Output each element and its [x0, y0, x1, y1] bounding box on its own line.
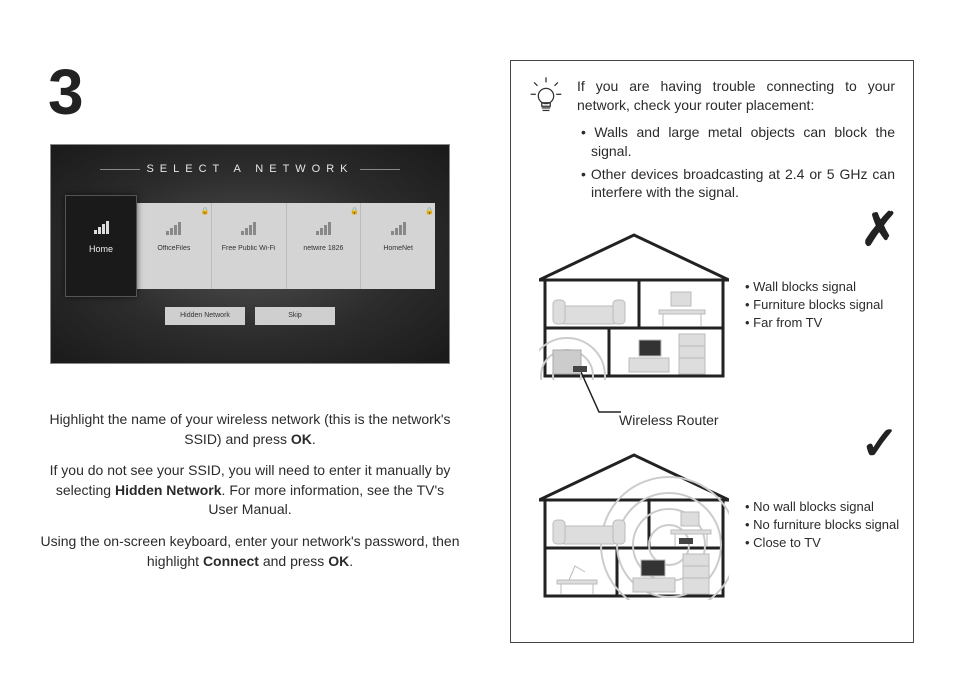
- network-card[interactable]: Free Public Wi-Fi: [212, 203, 287, 289]
- point-item: Close to TV: [741, 534, 911, 552]
- instr-bold: Connect: [203, 553, 259, 569]
- tip-bullet: Other devices broadcasting at 2.4 or 5 G…: [591, 165, 895, 203]
- network-label: Free Public Wi-Fi: [212, 245, 286, 252]
- network-card[interactable]: 🔒 OfficeFiles: [137, 203, 212, 289]
- network-card[interactable]: Home: [65, 195, 137, 297]
- signal-bars-icon: [361, 221, 435, 235]
- signal-bars-icon: [137, 221, 211, 235]
- point-item: Far from TV: [741, 314, 911, 332]
- lock-icon: 🔒: [350, 207, 356, 213]
- network-card[interactable]: 🔒 netwire 1826: [287, 203, 362, 289]
- network-card[interactable]: 🔒 HomeNet: [361, 203, 435, 289]
- step-number: 3: [48, 60, 460, 124]
- skip-button[interactable]: Skip: [255, 307, 335, 325]
- point-item: Wall blocks signal: [741, 278, 911, 296]
- instr-bold: OK: [328, 553, 349, 569]
- tv-screenshot: SELECT A NETWORK Home 🔒 OfficeFilesFree Pu…: [50, 144, 450, 364]
- point-item: No wall blocks signal: [741, 498, 911, 516]
- tip-lead: If you are having trouble connecting to …: [577, 77, 895, 115]
- instr-text: Highlight the name of your wireless netw…: [49, 411, 450, 447]
- good-points-list: No wall blocks signalNo furniture blocks…: [741, 498, 911, 553]
- lightbulb-icon: [529, 77, 563, 113]
- bad-points-list: Wall blocks signalFurniture blocks signa…: [741, 278, 911, 333]
- house-good-diagram: [539, 450, 729, 600]
- signal-bars-icon: [66, 220, 136, 234]
- network-label: HomeNet: [361, 245, 435, 252]
- lock-icon: 🔒: [425, 207, 431, 213]
- instr-text: .: [349, 553, 353, 569]
- network-label: Home: [66, 244, 136, 254]
- router-callout-line: [581, 372, 621, 420]
- instr-text: .: [312, 431, 316, 447]
- hidden-network-button[interactable]: Hidden Network: [165, 307, 245, 325]
- lock-icon: 🔒: [201, 207, 207, 213]
- network-label: netwire 1826: [287, 245, 361, 252]
- network-label: OfficeFiles: [137, 245, 211, 252]
- signal-bars-icon: [212, 221, 286, 235]
- point-item: Furniture blocks signal: [741, 296, 911, 314]
- point-item: No furniture blocks signal: [741, 516, 911, 534]
- instruction-text: Highlight the name of your wireless netw…: [40, 410, 460, 571]
- instr-text: and press: [259, 553, 328, 569]
- house-bad-diagram: [539, 230, 729, 380]
- instr-text: . For more information, see the TV's Use…: [208, 482, 444, 518]
- instr-bold: Hidden Network: [115, 482, 222, 498]
- signal-bars-icon: [287, 221, 361, 235]
- network-list: Home 🔒 OfficeFilesFree Public Wi-Fi 🔒 netwir…: [65, 203, 435, 289]
- tip-bullet: Walls and large metal objects can block …: [591, 123, 895, 161]
- router-label: Wireless Router: [619, 412, 719, 428]
- tv-title: SELECT A NETWORK: [65, 163, 435, 175]
- instr-bold: OK: [291, 431, 312, 447]
